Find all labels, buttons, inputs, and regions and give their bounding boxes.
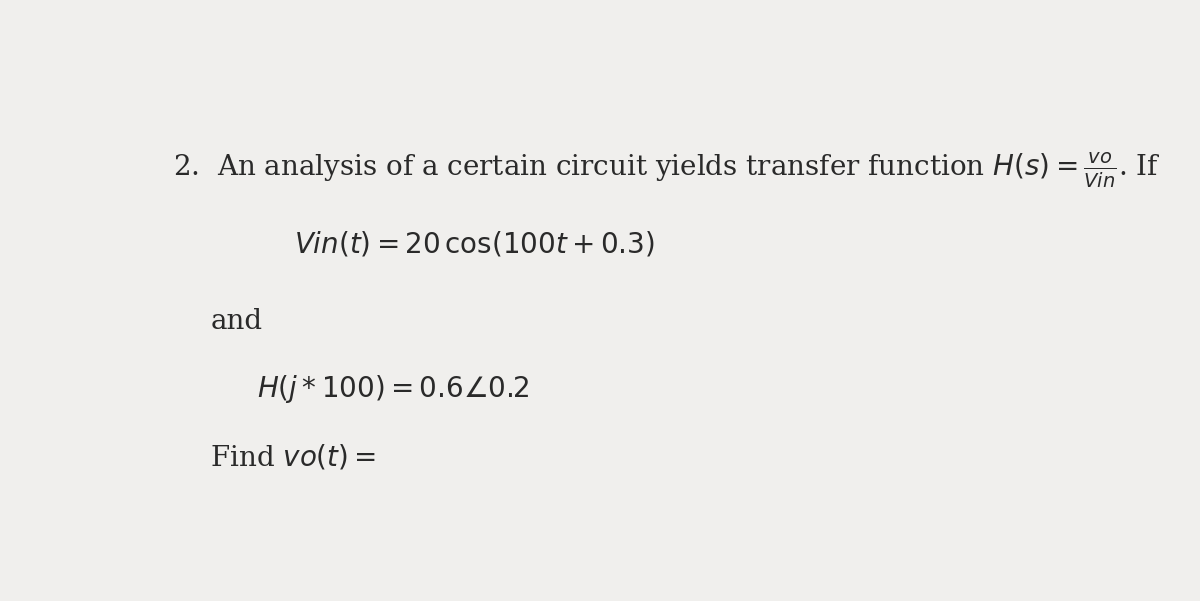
Text: $Vin(t) = 20\,\cos(100t + 0.3)$: $Vin(t) = 20\,\cos(100t + 0.3)$ — [294, 230, 655, 258]
Text: Find $vo(t) =$: Find $vo(t) =$ — [210, 442, 377, 471]
Text: 2.  An analysis of a certain circuit yields transfer function $H(s) = \frac{vo}{: 2. An analysis of a certain circuit yiel… — [173, 151, 1162, 190]
Text: $H(j * 100) = 0.6\angle 0.2$: $H(j * 100) = 0.6\angle 0.2$ — [257, 373, 529, 405]
Text: and: and — [210, 308, 263, 335]
